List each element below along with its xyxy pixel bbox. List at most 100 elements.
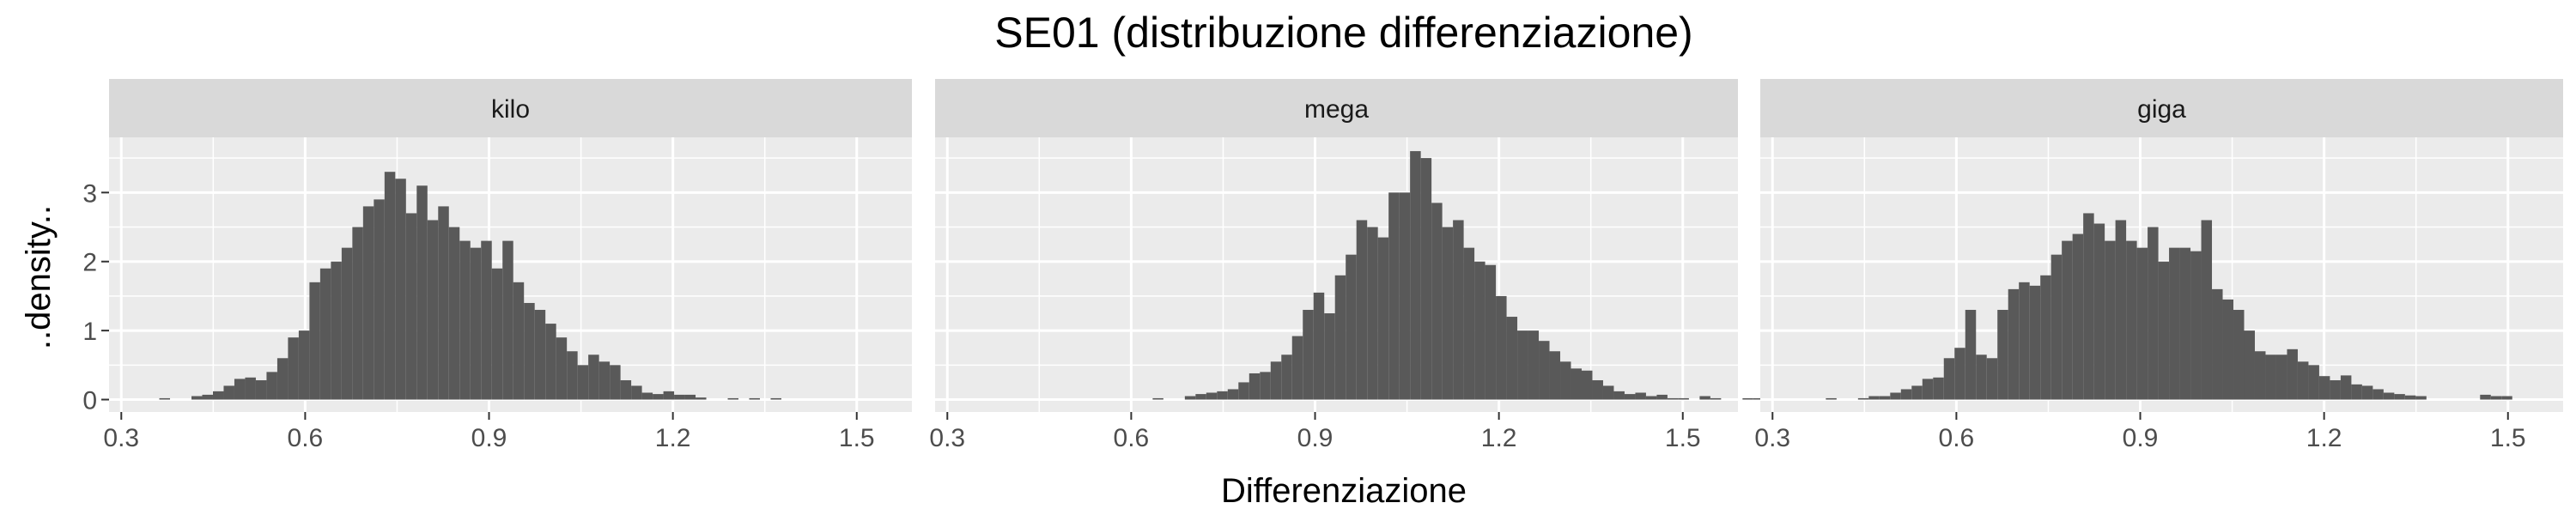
histogram-bar <box>598 361 611 400</box>
histogram-bar <box>2318 376 2330 400</box>
histogram-bar <box>341 247 353 400</box>
histogram-bar <box>545 324 556 400</box>
histogram-bar <box>459 240 471 400</box>
x-tick-label: 0.9 <box>1297 424 1334 452</box>
histogram-bar <box>395 179 406 400</box>
histogram-bar <box>1581 370 1593 400</box>
histogram-bar <box>1303 310 1314 400</box>
histogram-bar <box>491 268 503 400</box>
histogram-bar <box>567 351 578 400</box>
histogram-bar <box>1933 377 1944 400</box>
facet-strip-label: giga <box>2137 95 2186 124</box>
histogram-bar <box>1281 354 1292 400</box>
histogram-bar <box>2190 251 2202 400</box>
histogram-bar <box>1954 348 1965 400</box>
histogram-bar <box>2019 282 2030 400</box>
histogram-bar <box>1431 203 1443 400</box>
facet-strip-label: kilo <box>491 95 530 124</box>
histogram-bar <box>1184 396 1196 400</box>
histogram-bar <box>524 302 535 400</box>
histogram-bar <box>1710 397 1722 400</box>
histogram-bar <box>234 379 246 400</box>
histogram-bar <box>2480 394 2491 400</box>
histogram-bar <box>1667 397 1679 400</box>
histogram-bar <box>2244 330 2255 400</box>
histogram-bar <box>502 240 513 400</box>
histogram-bar <box>1857 397 1869 400</box>
histogram-bar <box>223 385 234 400</box>
histogram-bar <box>2501 396 2512 400</box>
histogram-bar <box>2083 213 2094 400</box>
histogram-bar <box>1496 295 1507 400</box>
histogram-bar <box>255 380 267 400</box>
histogram-bar <box>2372 389 2384 400</box>
x-tick-label: 0.6 <box>1114 424 1150 452</box>
histogram-bar <box>1206 392 1218 400</box>
histogram-bar <box>1334 275 1346 400</box>
histogram-bar <box>2072 233 2084 400</box>
facet-strip-label: mega <box>1304 95 1369 124</box>
facet-strip <box>1760 79 2563 137</box>
histogram-bar <box>362 206 374 400</box>
histogram-bar <box>1635 392 1646 400</box>
histogram-bar <box>631 385 642 400</box>
histogram-bar <box>2201 220 2213 400</box>
histogram-bar <box>1324 313 1335 400</box>
histogram-bar <box>696 397 707 400</box>
histogram-bar <box>2158 261 2170 400</box>
histogram-bar <box>610 365 621 400</box>
histogram-bar <box>1227 389 1239 400</box>
histogram-bar <box>577 365 589 400</box>
x-tick-label: 0.9 <box>471 424 507 452</box>
histogram-bar <box>331 261 342 400</box>
histogram-bar <box>374 199 385 400</box>
histogram-bar <box>1900 389 1912 400</box>
histogram-bar <box>416 185 428 400</box>
histogram-bar <box>513 282 525 400</box>
histogram-bar <box>2287 348 2298 400</box>
histogram-bar <box>2340 375 2352 400</box>
histogram-bar <box>1549 351 1561 400</box>
y-tick-label: 3 <box>82 179 97 208</box>
histogram-bar <box>1602 385 1614 400</box>
histogram-bar <box>2105 240 2116 400</box>
histogram-bar <box>674 394 685 400</box>
histogram-bar <box>427 220 439 400</box>
histogram-bar <box>1943 358 1955 400</box>
histogram-bar <box>1645 396 1657 400</box>
histogram-bar <box>2394 394 2405 400</box>
x-tick-label: 0.6 <box>288 424 324 452</box>
histogram-bar <box>1699 396 1710 400</box>
histogram-bar <box>2222 299 2234 400</box>
x-tick-label: 0.6 <box>1939 424 1975 452</box>
histogram-bar <box>727 397 739 400</box>
histogram-bar <box>2179 247 2191 400</box>
histogram-bar <box>1356 220 1368 400</box>
histogram-bar <box>2136 247 2148 400</box>
histogram-bar <box>159 397 171 400</box>
histogram-bar <box>1528 330 1540 400</box>
histogram-bar <box>2297 361 2309 400</box>
histogram-bar <box>1453 220 1464 400</box>
histogram-bar <box>1868 396 1880 400</box>
y-tick-label: 0 <box>82 387 97 415</box>
histogram-bar <box>1678 397 1689 400</box>
histogram-bar <box>1539 341 1550 400</box>
histogram-bar <box>245 377 256 400</box>
histogram-bar <box>309 282 320 400</box>
facet-panel-kilo: kilo 0.3 0.6 0.9 1.2 1.5 0 1 2 3 <box>82 79 912 452</box>
facet-strip <box>935 79 1738 137</box>
histogram-bar <box>1463 247 1475 400</box>
histogram-bar <box>653 394 664 400</box>
facet-panel-mega: mega 0.3 0.6 0.9 1.2 1.5 <box>929 79 1765 452</box>
histogram-bar <box>2062 240 2073 400</box>
histogram-bar <box>1388 192 1400 400</box>
histogram-bar <box>2361 385 2373 400</box>
histogram-bar <box>319 268 331 400</box>
histogram-bar <box>1890 392 1901 400</box>
histogram-bar <box>1474 261 1485 400</box>
histogram-bar <box>212 391 224 400</box>
histogram-bar <box>1195 394 1206 400</box>
histogram-bar <box>663 391 675 400</box>
